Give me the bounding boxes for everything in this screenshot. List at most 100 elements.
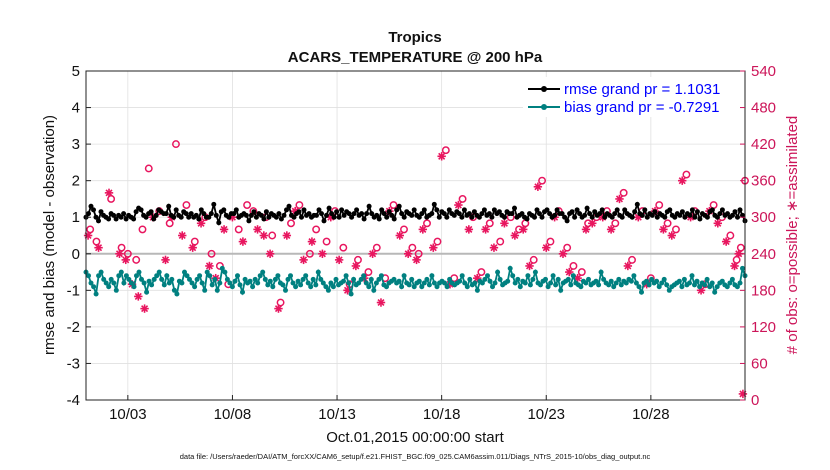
data-point-rmse [730, 212, 735, 218]
data-point-bias [431, 280, 437, 286]
asterisk-stroke [95, 244, 103, 252]
asterisk-stroke [189, 244, 197, 252]
data-point-rmse [206, 214, 212, 220]
asterisk-stroke [178, 231, 186, 240]
data-point-rmse [266, 214, 272, 220]
data-point-bias [553, 282, 559, 288]
asterisk-stroke [534, 183, 542, 191]
asterisk-stroke [714, 219, 722, 227]
data-point-rmse [662, 214, 668, 220]
data-point-bias [522, 280, 528, 286]
data-point-bias [633, 280, 639, 286]
data-point-bias [565, 276, 571, 282]
data-point-bias [313, 282, 319, 288]
asterisk-stroke [291, 207, 299, 215]
obs-assimilated-point [713, 219, 723, 228]
data-point-bias [305, 280, 311, 286]
data-point-bias [123, 273, 129, 279]
obs-possible-point [389, 201, 398, 209]
data-point-rmse [216, 220, 222, 226]
data-point-bias [689, 273, 695, 279]
data-point-bias [543, 276, 548, 282]
data-point-bias [197, 273, 203, 279]
data-point-rmse [612, 211, 618, 217]
data-point-rmse [682, 214, 688, 220]
obs-possible-point [234, 225, 243, 234]
asterisk-stroke [377, 298, 385, 307]
data-point-rmse [599, 207, 605, 213]
data-point-rmse [574, 207, 580, 213]
data-point-rmse [384, 214, 390, 220]
data-point-bias [265, 282, 271, 288]
data-point-rmse [324, 212, 329, 218]
data-point-bias [315, 269, 321, 275]
data-point-bias [272, 276, 278, 282]
data-point-bias [444, 284, 450, 290]
data-point-bias [204, 269, 210, 275]
data-point-rmse [369, 211, 375, 217]
obs-assimilated-point [558, 249, 568, 258]
asterisk-stroke [735, 250, 743, 258]
data-point-rmse [537, 211, 542, 217]
data-point-rmse [261, 216, 267, 222]
data-point-rmse [434, 207, 440, 213]
asterisk-stroke [105, 189, 113, 197]
data-point-rmse [296, 209, 302, 215]
obs-possible-point [450, 274, 459, 283]
data-point-bias [86, 273, 91, 279]
data-point-rmse [584, 205, 590, 211]
data-point-bias [586, 276, 591, 282]
data-point-rmse [321, 218, 327, 224]
obs-possible-point [182, 201, 191, 209]
data-point-bias [598, 269, 604, 275]
data-point-rmse [166, 203, 172, 209]
obs-possible-point [577, 268, 586, 277]
data-point-rmse [622, 207, 628, 213]
data-point-rmse [481, 207, 487, 213]
data-point-bias [384, 284, 389, 290]
obs-assimilated-point [588, 219, 597, 228]
data-point-bias [459, 273, 465, 279]
data-point-rmse [532, 214, 537, 220]
data-point-rmse [524, 216, 530, 222]
data-point-rmse [539, 214, 545, 220]
obs-possible-point [682, 170, 691, 179]
data-point-rmse [306, 211, 312, 217]
obs-assimilated-point [623, 261, 633, 271]
data-point-bias [485, 273, 490, 279]
left-tick-label: -3 [67, 355, 80, 372]
data-point-bias [727, 280, 733, 286]
data-point-bias [118, 269, 124, 275]
obs-possible-point [400, 225, 408, 234]
data-point-rmse [284, 207, 289, 213]
data-point-rmse [326, 205, 332, 211]
obs-possible-point [496, 237, 505, 246]
asterisk-stroke [668, 231, 676, 240]
data-point-rmse [476, 214, 482, 220]
data-point-bias [426, 282, 432, 288]
obs-assimilated-point [161, 255, 170, 265]
obs-assimilated-point [351, 261, 361, 271]
data-point-rmse [86, 211, 91, 217]
obs-assimilated-point [565, 267, 574, 277]
data-point-bias [497, 276, 503, 282]
right-tick-label: 300 [751, 209, 776, 226]
data-point-rmse [258, 212, 264, 218]
data-point-rmse [714, 214, 720, 220]
data-point-rmse [544, 207, 550, 213]
data-point-bias [558, 287, 564, 293]
asterisk-stroke [542, 244, 550, 252]
obs-assimilated-point [205, 261, 214, 271]
asterisk-stroke [588, 219, 596, 227]
data-point-rmse [243, 212, 249, 218]
data-point-bias [275, 273, 281, 279]
data-point-bias [164, 273, 170, 279]
data-point-bias [171, 287, 177, 293]
asterisk-stroke [624, 262, 632, 270]
data-point-bias [719, 278, 725, 284]
right-tick-label: 60 [751, 355, 768, 372]
data-point-rmse [629, 214, 635, 220]
data-point-bias [656, 284, 662, 290]
data-point-rmse [138, 207, 144, 213]
data-point-bias [257, 273, 263, 279]
